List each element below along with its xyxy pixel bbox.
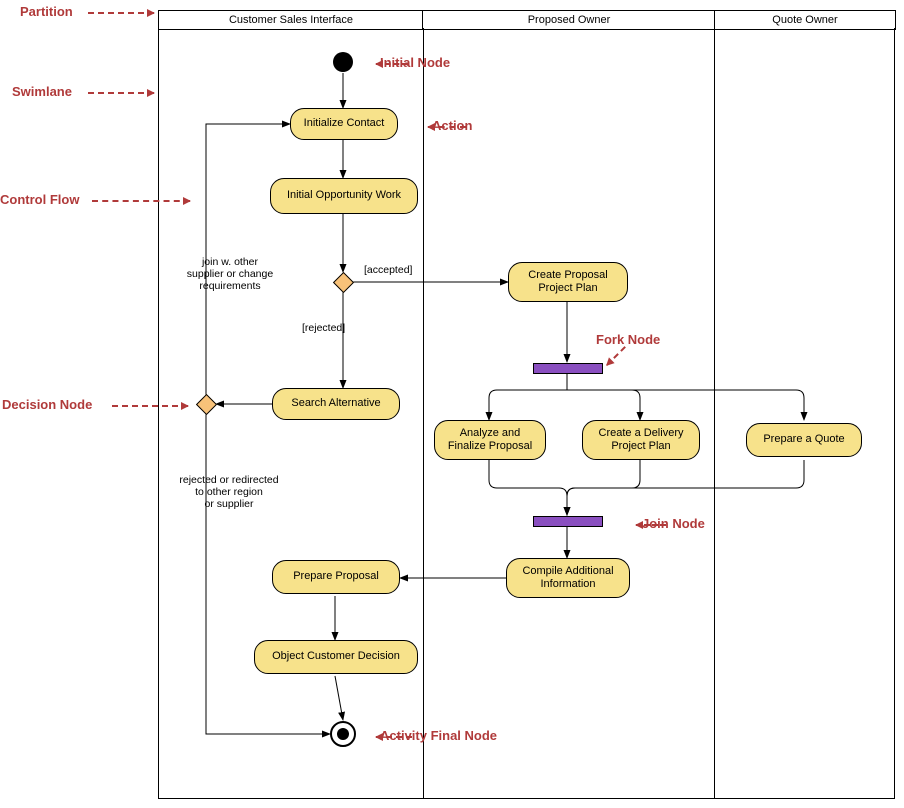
action-initialize-contact: Initialize Contact bbox=[290, 108, 398, 140]
label-accepted: [accepted] bbox=[364, 264, 412, 276]
arrow-swimlane bbox=[88, 92, 154, 94]
action-compile-additional: Compile Additional Information bbox=[506, 558, 630, 598]
activity-final-node bbox=[330, 721, 356, 747]
arrow-initial-node bbox=[376, 63, 408, 65]
annotation-fork-node: Fork Node bbox=[596, 332, 660, 347]
arrow-action bbox=[428, 126, 466, 128]
annotation-swimlane: Swimlane bbox=[12, 84, 72, 99]
annotation-partition: Partition bbox=[20, 4, 73, 19]
action-initial-opportunity: Initial Opportunity Work bbox=[270, 178, 418, 214]
arrow-decision-node bbox=[112, 405, 188, 407]
arrow-partition bbox=[88, 12, 154, 14]
activity-diagram: Customer Sales Interface Proposed Owner … bbox=[0, 0, 904, 808]
initial-node bbox=[333, 52, 353, 72]
join-node bbox=[533, 516, 603, 527]
action-create-proposal-plan: Create Proposal Project Plan bbox=[508, 262, 628, 302]
annotation-decision-node: Decision Node bbox=[2, 397, 92, 412]
fork-node bbox=[533, 363, 603, 374]
label-rejected: [rejected] bbox=[302, 322, 345, 334]
lane-header-3: Quote Owner bbox=[714, 10, 896, 30]
action-prepare-quote: Prepare a Quote bbox=[746, 423, 862, 457]
action-prepare-proposal: Prepare Proposal bbox=[272, 560, 400, 594]
arrow-control-flow bbox=[92, 200, 190, 202]
arrow-activity-final bbox=[376, 736, 412, 738]
annotation-control-flow: Control Flow bbox=[0, 192, 79, 207]
label-join-supplier: join w. other supplier or change require… bbox=[170, 256, 290, 292]
label-rejected-redirect: rejected or redirected to other region o… bbox=[164, 474, 294, 510]
action-search-alternative: Search Alternative bbox=[272, 388, 400, 420]
action-analyze-finalize: Analyze and Finalize Proposal bbox=[434, 420, 546, 460]
action-object-customer: Object Customer Decision bbox=[254, 640, 418, 674]
action-create-delivery: Create a Delivery Project Plan bbox=[582, 420, 700, 460]
lane-body-2 bbox=[422, 28, 715, 799]
lane-header-1: Customer Sales Interface bbox=[158, 10, 424, 30]
lane-header-2: Proposed Owner bbox=[422, 10, 716, 30]
lane-body-3 bbox=[714, 28, 895, 799]
arrow-join-node bbox=[636, 524, 666, 526]
